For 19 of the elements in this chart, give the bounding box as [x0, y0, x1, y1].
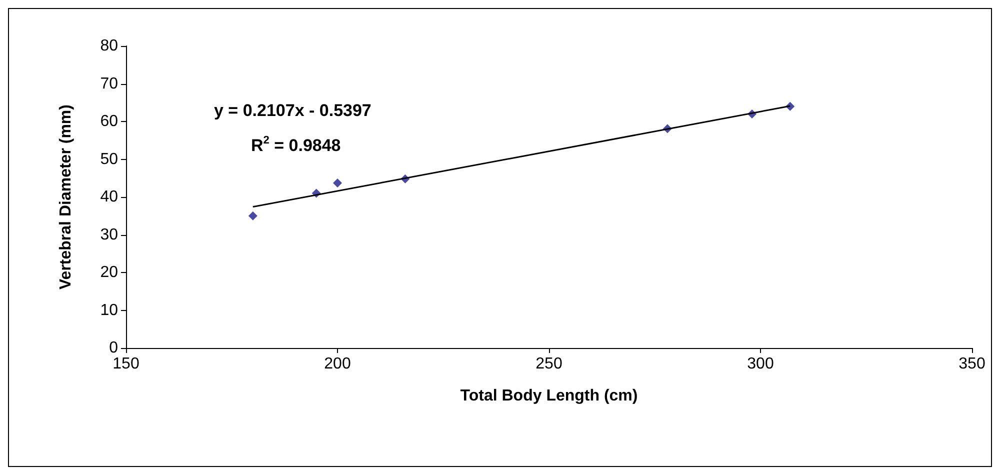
y-tick-label: 40 [100, 188, 118, 206]
y-axis-title: Vertebral Diameter (mm) [58, 104, 74, 290]
y-tick-label: 20 [100, 264, 118, 281]
x-tick-label: 150 [112, 356, 140, 372]
y-tick-label: 10 [100, 302, 118, 319]
point [333, 178, 342, 188]
y-tick-label: 50 [100, 150, 118, 168]
y-tick-label: 30 [100, 226, 118, 244]
y-tick-label: 0 [109, 340, 118, 356]
y-tick-label: 60 [100, 113, 118, 130]
point [248, 211, 258, 220]
y-tick-label: 70 [100, 75, 118, 92]
x-axis-title: Total Body Length (cm) [460, 388, 638, 404]
x-tick-label: 200 [324, 356, 351, 372]
y-tick-label: 80 [100, 38, 118, 54]
annotation: y = 0.2107x - 0.5397 [214, 101, 372, 120]
x-tick-label: 350 [958, 356, 986, 372]
x-tick-label: 300 [747, 356, 774, 372]
x-tick-label: 250 [536, 356, 562, 372]
